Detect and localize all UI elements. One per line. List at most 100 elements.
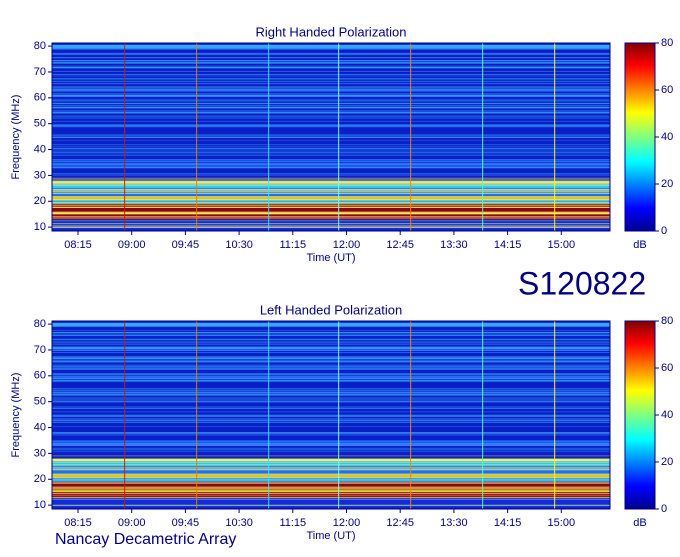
spectrum-band [52, 219, 610, 230]
colorbar-tick-label: 0 [661, 503, 667, 515]
spectrum-line [52, 152, 610, 154]
spectrum-line [52, 339, 610, 341]
spectrum-line [52, 455, 610, 457]
spectrum-line [52, 379, 610, 381]
spectrum-spike [196, 43, 198, 231]
panel-title: Left Handed Polarization [260, 302, 402, 317]
spectrum-line [52, 86, 610, 88]
spectrum-line [52, 493, 610, 495]
footer: Nancay Decametric Array [55, 531, 236, 548]
spectrum-line [52, 183, 610, 184]
spectrum-line [52, 47, 610, 49]
y-tick-label: 80 [34, 318, 46, 330]
spectrum-line [52, 467, 610, 469]
spectrum-band [52, 196, 610, 200]
spectrum-line [52, 447, 610, 449]
spectrum-line [52, 359, 610, 361]
y-tick-label: 20 [34, 195, 46, 207]
spectrum-line [52, 467, 610, 469]
spectrum-line [52, 135, 610, 136]
spectrum-line [52, 100, 610, 102]
spectrum-band [52, 497, 610, 508]
y-tick-label: 80 [34, 40, 46, 52]
spectrum-line [52, 415, 610, 417]
spectrum-line [52, 356, 610, 358]
spectrum-line [52, 144, 610, 146]
spectrum-line [52, 352, 610, 353]
plot-frame [51, 42, 611, 232]
spectrum-line [52, 374, 610, 376]
spectrum-line [52, 89, 610, 90]
spectrum-line [52, 380, 610, 381]
spectrum-line [52, 473, 610, 475]
spectrum-line [52, 477, 610, 478]
spectrum-line [52, 135, 610, 137]
spectrum-line [52, 395, 610, 396]
colorbar-label: dB [633, 517, 646, 529]
spectrum-line [52, 92, 610, 94]
spectrum-line [52, 331, 610, 333]
spectrum-line [52, 468, 610, 470]
colorbar-tick-label: 20 [661, 178, 673, 190]
spectrum-line [52, 491, 610, 492]
spectrum-line [52, 106, 610, 108]
x-tick-label: 08:15 [64, 239, 92, 251]
spectrum-line [52, 107, 610, 109]
spectrum-line [52, 479, 610, 481]
spectrum-line [52, 115, 610, 117]
x-tick-label: 08:15 [64, 517, 92, 529]
spectrum-line [52, 364, 610, 366]
spectrum-line [52, 100, 610, 102]
spectrum-line [52, 65, 610, 67]
x-tick-label: 10:30 [225, 517, 253, 529]
spectrum-line [52, 488, 610, 490]
x-axis-label: Time (UT) [306, 252, 355, 264]
x-tick-label: 14:15 [494, 517, 522, 529]
spectrum-line [52, 147, 610, 149]
spectrum-line [52, 400, 610, 402]
spectrum-line [52, 443, 610, 445]
spectrum-line [52, 126, 610, 128]
spectrum-line [52, 90, 610, 91]
spectrum-line [52, 163, 610, 165]
spectrum-line [52, 63, 610, 64]
y-tick-label: 50 [34, 396, 46, 408]
spectrum-band [52, 180, 610, 184]
spectrum-line [52, 441, 610, 442]
spectrum-line [52, 396, 610, 398]
spectrum-line [52, 348, 610, 350]
spectrum-line [52, 378, 610, 380]
x-tick-label: 11:15 [279, 239, 306, 251]
spectrum-line [52, 75, 610, 77]
spectrum-line [52, 120, 610, 122]
spectrum-line [52, 459, 610, 461]
spectrum-line [52, 414, 610, 416]
colorbar [624, 320, 656, 510]
spectrum-line [52, 223, 610, 225]
spectrum-line [52, 440, 610, 442]
spectrum-line [52, 373, 610, 375]
spectrum-line [52, 66, 610, 68]
x-tick-label: 09:00 [118, 239, 146, 251]
spectrum-band [52, 44, 610, 49]
spectrum-line [52, 46, 610, 48]
spectrum-line [52, 226, 610, 228]
spectrum-line [52, 460, 610, 461]
spectrum-line [52, 204, 610, 206]
spectrum-band [52, 477, 610, 482]
spectrum-line [52, 376, 610, 378]
spectrum-line [52, 103, 610, 105]
spectrum-line [52, 361, 610, 363]
spectrum-line [52, 110, 610, 112]
spectrum-band [52, 188, 610, 197]
spectrum-line [52, 401, 610, 403]
spectrum-line [52, 332, 610, 334]
spectrum-line [52, 391, 610, 393]
spectrum-line [52, 212, 610, 214]
spectrum-line [52, 139, 610, 141]
spectrum-line [52, 461, 610, 463]
spectrum-line [52, 487, 610, 488]
spectrum-line [52, 334, 610, 336]
spectrum-line [52, 408, 610, 409]
